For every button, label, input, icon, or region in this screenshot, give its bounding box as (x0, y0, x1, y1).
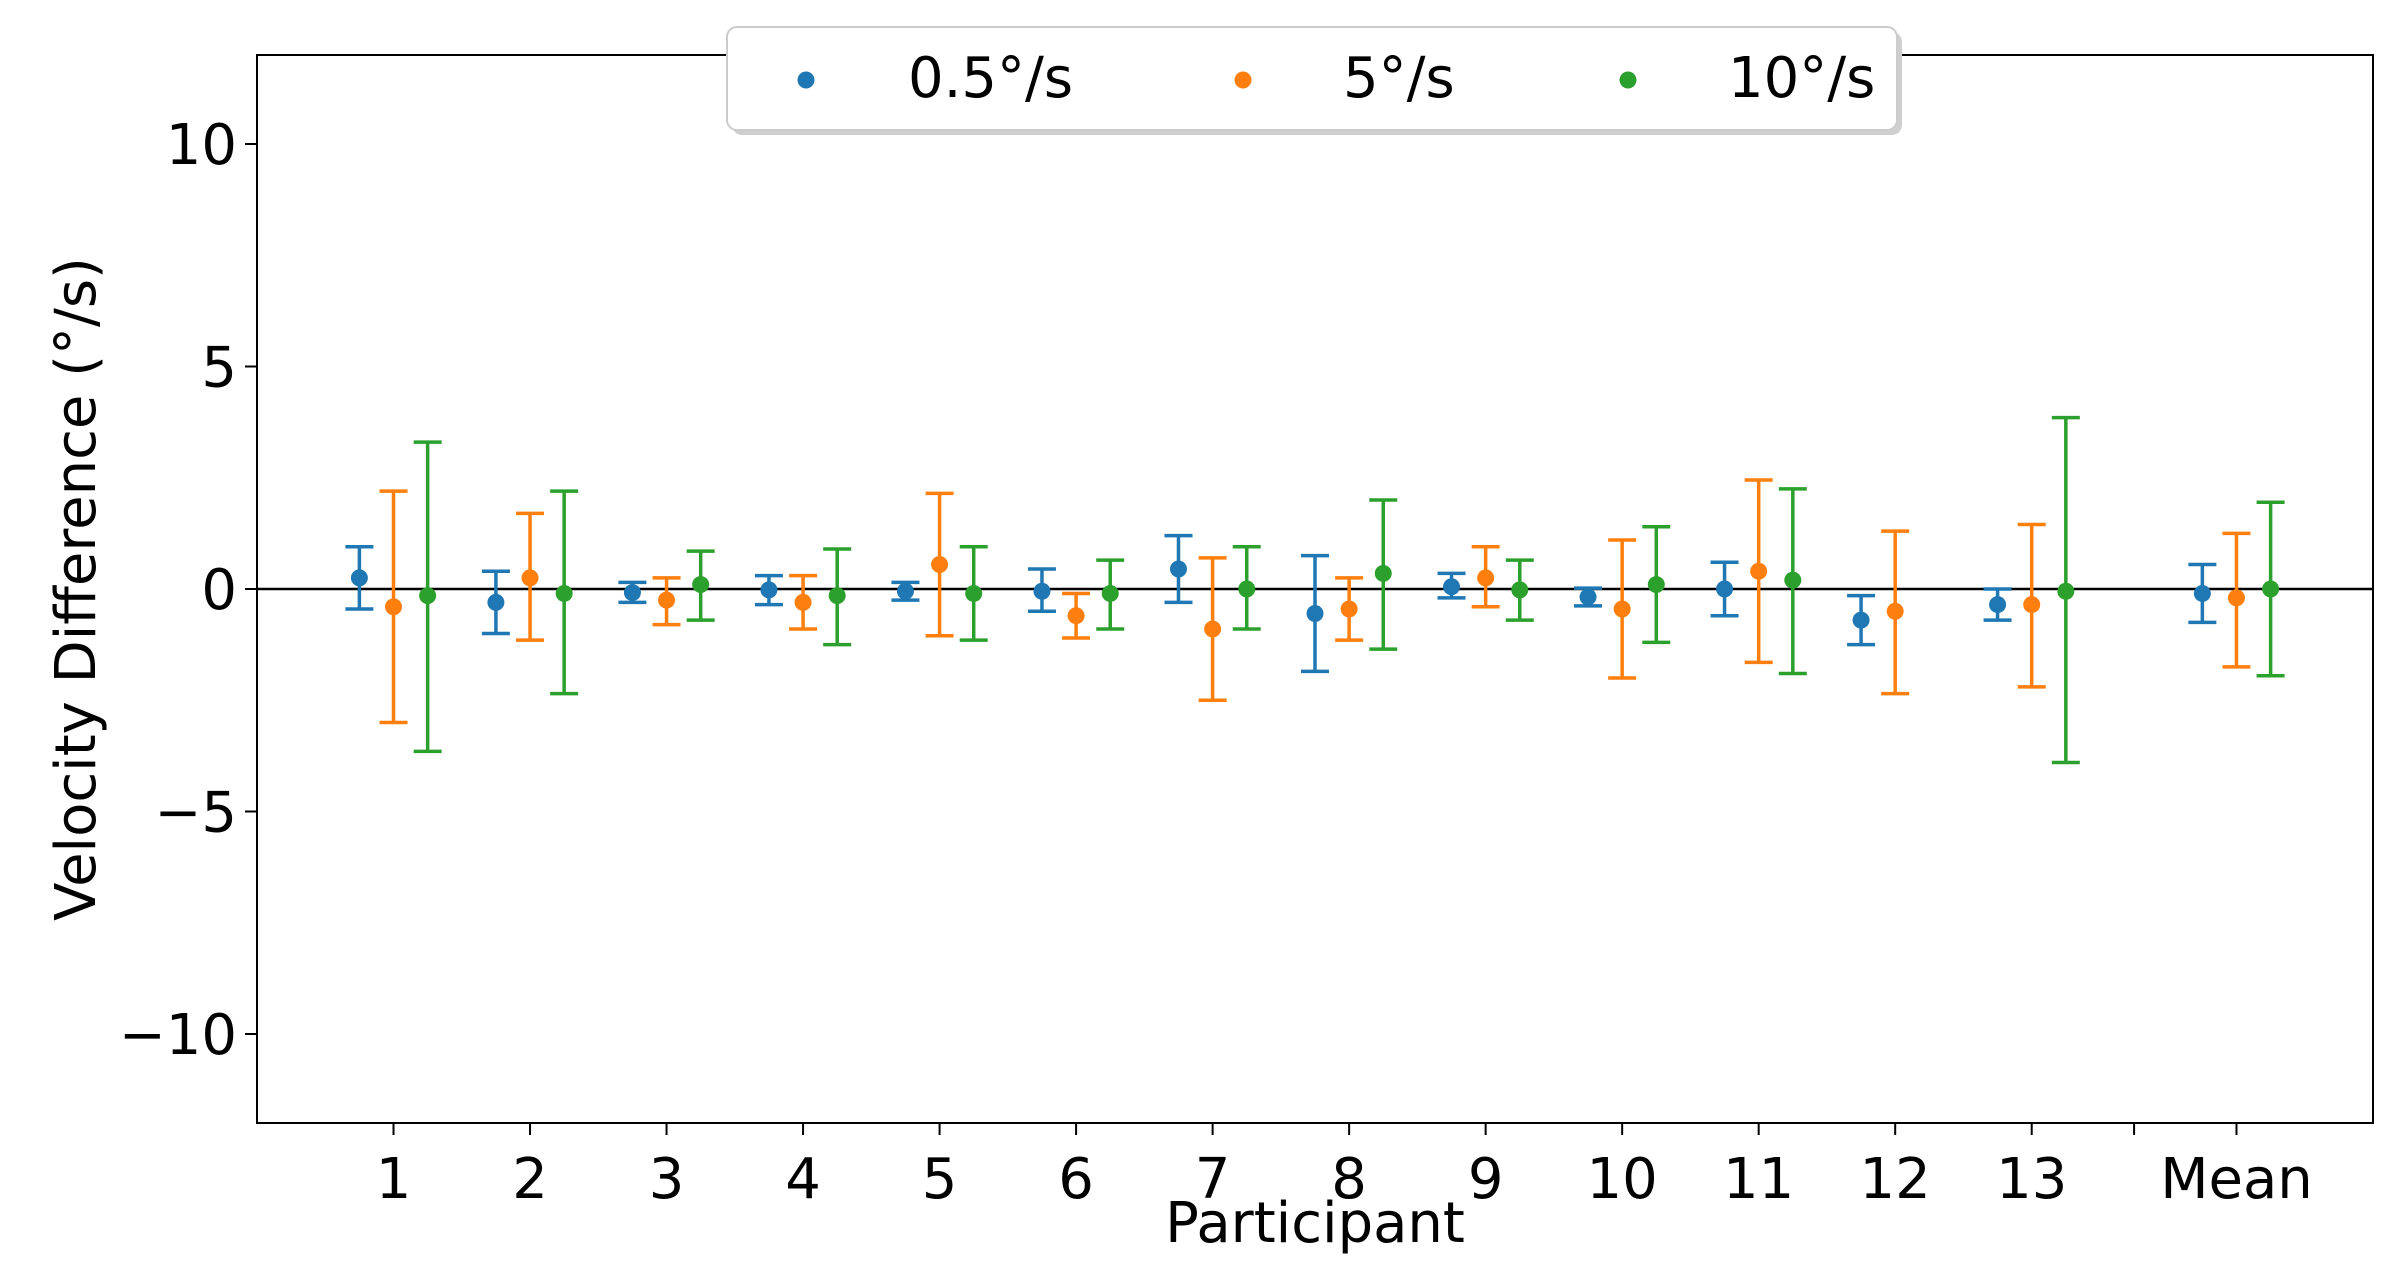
x-tick-label: 2 (512, 1147, 548, 1212)
data-point (1886, 602, 1904, 620)
data-point (692, 576, 710, 594)
y-axis: −10 −5 0 5 10 (119, 113, 257, 1068)
data-point (1784, 571, 1802, 589)
data-point (555, 584, 573, 602)
data-point (350, 569, 368, 587)
data-point (1340, 600, 1358, 618)
x-tick-label: 4 (785, 1147, 821, 1212)
data-point (1067, 607, 1085, 625)
x-tick-label: 1 (376, 1147, 412, 1212)
x-tick-label: 13 (1996, 1147, 2067, 1212)
data-point (1989, 596, 2007, 614)
series-group (345, 415, 2285, 765)
data-point (419, 587, 437, 605)
data-point (1238, 580, 1256, 598)
data-point (2193, 584, 2211, 602)
data-point (521, 569, 539, 587)
y-tick-label: −5 (154, 781, 237, 846)
data-point (1852, 611, 1870, 629)
data-point (1579, 588, 1597, 606)
data-point (1033, 582, 1051, 600)
data-point (828, 587, 846, 605)
y-axis-title: Velocity Difference (°/s) (44, 257, 109, 921)
x-tick-label: 3 (649, 1147, 685, 1212)
x-tick-label: 11 (1723, 1147, 1794, 1212)
data-point (2262, 580, 2280, 598)
y-tick-label: 0 (201, 558, 237, 623)
data-point (1443, 578, 1461, 596)
data-point (760, 581, 778, 599)
legend-marker (797, 71, 815, 89)
x-axis-title: Participant (1165, 1191, 1465, 1256)
data-point (385, 598, 403, 616)
series-1 (379, 478, 2251, 725)
legend-label: 10°/s (1728, 46, 1875, 111)
data-point (1647, 576, 1665, 594)
data-point (487, 593, 505, 611)
series-0 (345, 533, 2217, 674)
data-point (1716, 580, 1734, 598)
data-point (1511, 581, 1529, 599)
legend-marker (1234, 71, 1252, 89)
legend-label: 0.5°/s (908, 46, 1073, 111)
data-point (794, 593, 812, 611)
x-tick-label: 8 (1331, 1147, 1367, 1212)
legend: 0.5°/s 5°/s 10°/s (726, 26, 1902, 135)
legend-marker (1619, 71, 1637, 89)
data-point (1101, 584, 1119, 602)
x-tick-label: 9 (1468, 1147, 1504, 1212)
data-point (2023, 596, 2041, 614)
x-tick-label: 7 (1195, 1147, 1231, 1212)
x-tick-label: 6 (1058, 1147, 1094, 1212)
data-point (1374, 564, 1392, 582)
y-tick-label: 5 (201, 336, 237, 401)
x-tick-label: 10 (1587, 1147, 1658, 1212)
data-point (658, 591, 676, 609)
data-point (1306, 604, 1324, 622)
data-point (2057, 582, 2075, 600)
data-point (965, 584, 983, 602)
x-tick-label: 12 (1860, 1147, 1931, 1212)
data-point (1477, 569, 1495, 587)
data-point (931, 556, 949, 574)
x-tick-label: 5 (922, 1147, 958, 1212)
legend-box (726, 26, 1898, 131)
data-point (1169, 560, 1187, 578)
data-point (2227, 589, 2245, 607)
y-tick-label: 10 (166, 113, 237, 178)
data-point (1613, 600, 1631, 618)
data-point (1750, 562, 1768, 580)
legend-items: 0.5°/s 5°/s 10°/s (797, 46, 1875, 111)
x-axis: 1 2 3 4 5 6 7 8 9 10 11 12 13 Mean (376, 1123, 2313, 1212)
x-tick-label: Mean (2160, 1147, 2313, 1212)
data-point (896, 582, 914, 600)
data-point (623, 584, 641, 602)
series-2 (413, 415, 2285, 765)
data-point (1204, 620, 1222, 638)
legend-label: 5°/s (1343, 46, 1455, 111)
y-tick-label: −10 (119, 1003, 237, 1068)
